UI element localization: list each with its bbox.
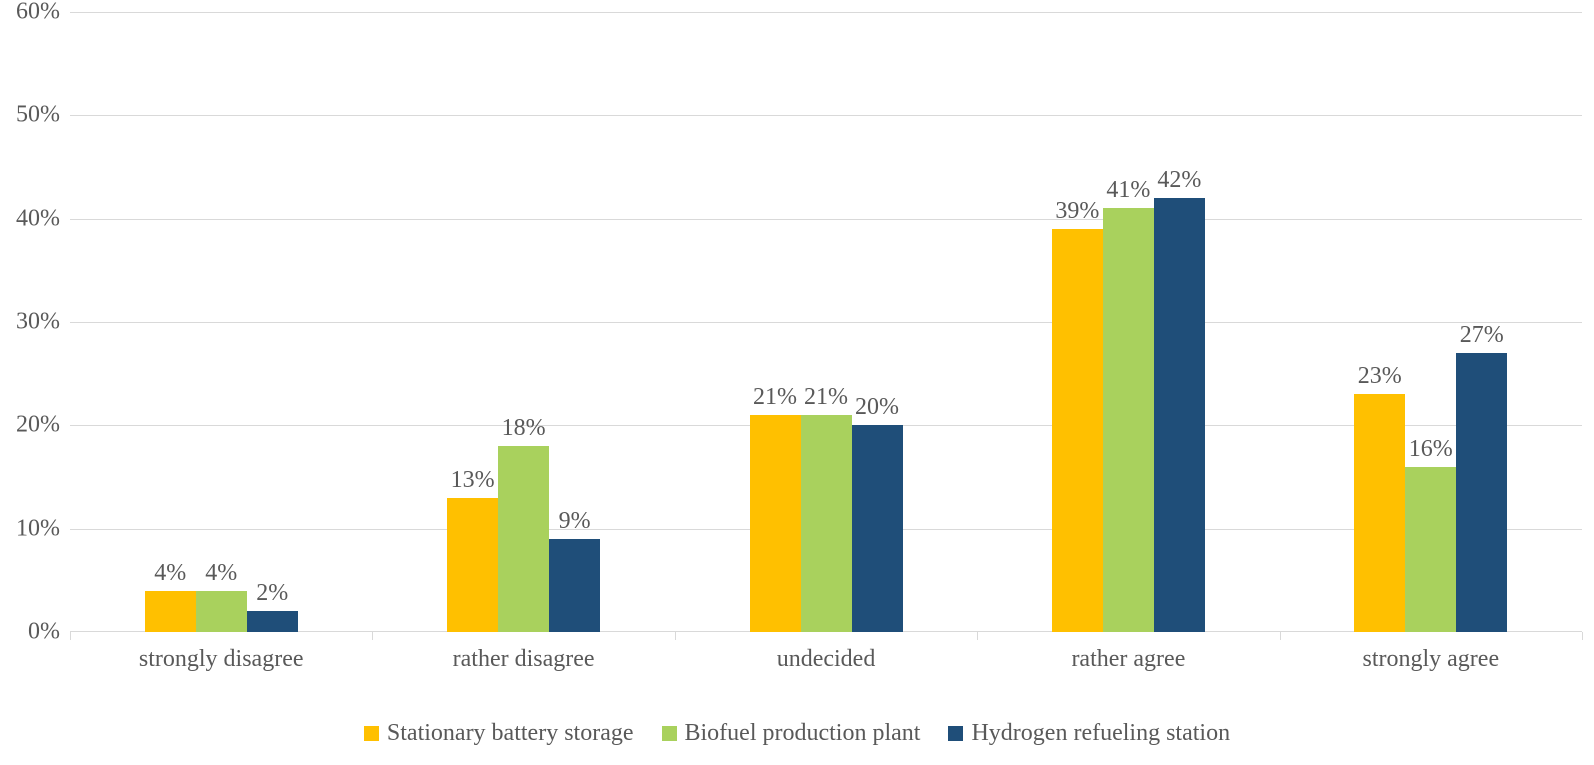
bar [1354,394,1405,632]
bar [549,539,600,632]
legend-swatch [364,726,379,741]
bar-value-label: 21% [753,384,797,411]
gridline [70,115,1582,116]
y-tick-label: 0% [28,619,70,646]
bar [447,498,498,632]
bar-value-label: 2% [256,580,288,607]
bar [247,611,298,632]
bar-value-label: 13% [451,467,495,494]
gridline [70,219,1582,220]
bar-value-label: 21% [804,384,848,411]
legend-swatch [948,726,963,741]
bar [1052,229,1103,632]
chart-container: 0% 10% 20% 30% 40% 50% 60% strongly disagree 4% 4… [0,0,1594,765]
bar-value-label: 39% [1055,198,1099,225]
category-label: strongly disagree [139,632,304,673]
y-tick-label: 50% [16,102,70,129]
category-label: rather disagree [453,632,595,673]
category-label: strongly agree [1362,632,1499,673]
gridline [70,322,1582,323]
bar [801,415,852,632]
y-tick-label: 40% [16,205,70,232]
bar-value-label: 27% [1460,322,1504,349]
bar-value-label: 42% [1157,167,1201,194]
bar-value-label: 4% [154,560,186,587]
plot-area: 0%10%20%30%40%50%60%strongly disagree4%4… [70,12,1582,632]
x-tick [372,632,373,640]
y-tick-label: 20% [16,412,70,439]
bar [1154,198,1205,632]
bar-value-label: 23% [1358,363,1402,390]
x-tick [675,632,676,640]
y-tick-label: 30% [16,309,70,336]
x-tick [977,632,978,640]
bar [1405,467,1456,632]
bar-value-label: 18% [502,415,546,442]
legend-label: Stationary battery storage [387,720,634,747]
x-tick [1280,632,1281,640]
bar [145,591,196,632]
bar-value-label: 16% [1409,436,1453,463]
legend-item: Biofuel production plant [662,720,921,747]
bar-value-label: 4% [205,560,237,587]
bar-value-label: 20% [855,394,899,421]
category-label: rather agree [1071,632,1185,673]
legend-swatch [662,726,677,741]
legend: Stationary battery storage Biofuel produc… [0,720,1594,747]
x-tick [1582,632,1583,640]
legend-item: Stationary battery storage [364,720,634,747]
bar [750,415,801,632]
bar [498,446,549,632]
bar-value-label: 41% [1106,177,1150,204]
category-label: undecided [777,632,876,673]
y-tick-label: 10% [16,515,70,542]
x-tick [70,632,71,640]
bar [1103,208,1154,632]
bar-value-label: 9% [559,508,591,535]
bar [196,591,247,632]
bar [852,425,903,632]
legend-label: Hydrogen refueling station [971,720,1230,747]
y-tick-label: 60% [16,0,70,26]
legend-label: Biofuel production plant [685,720,921,747]
legend-item: Hydrogen refueling station [948,720,1230,747]
bar [1456,353,1507,632]
gridline [70,12,1582,13]
